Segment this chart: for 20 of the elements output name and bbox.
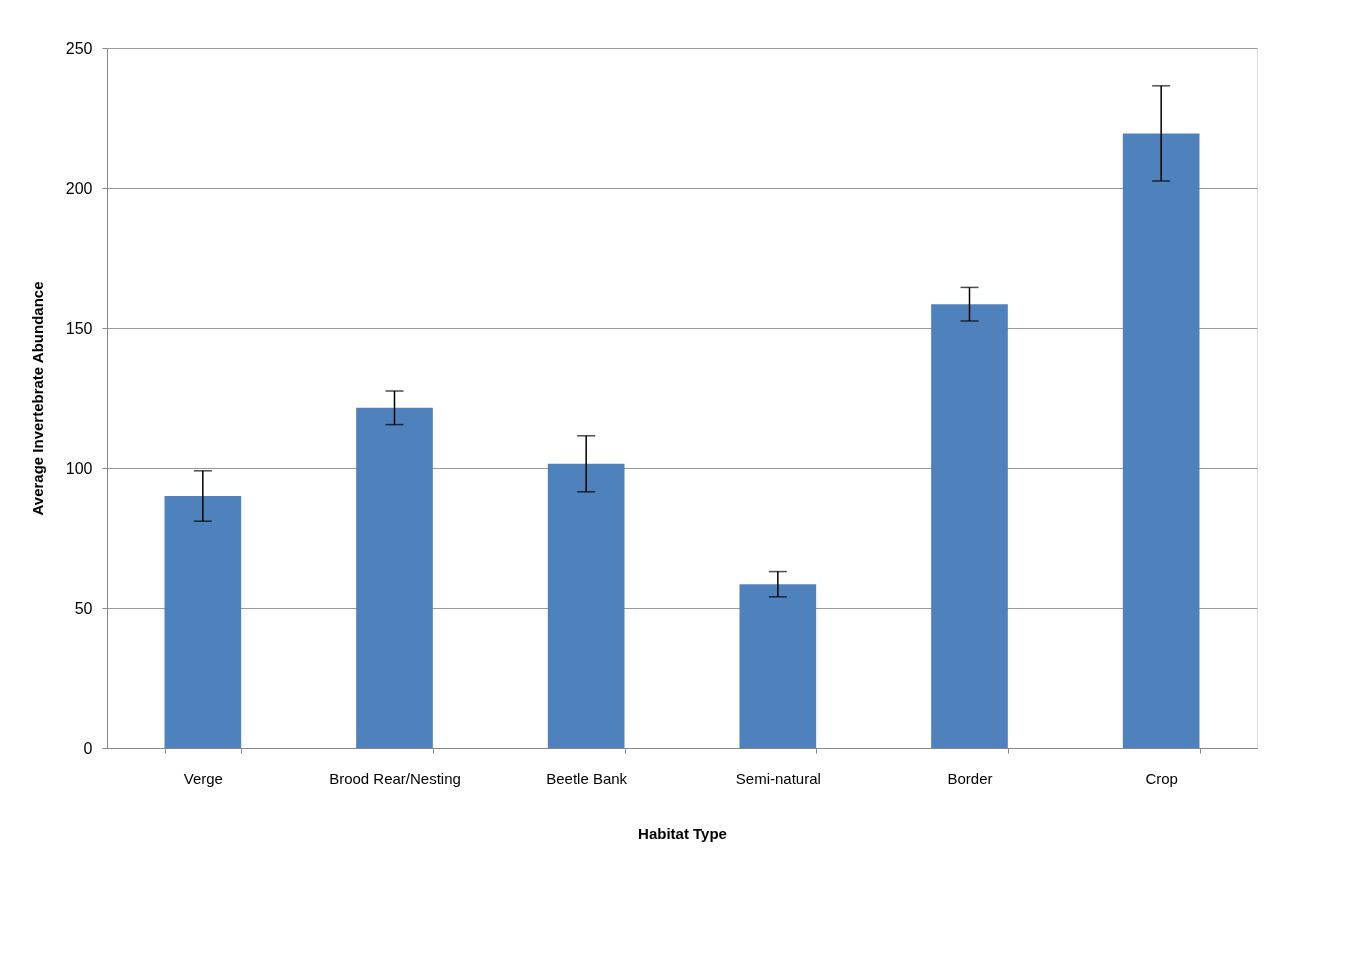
x-axis-title: Habitat Type [638,824,727,842]
y-tick-label: 0 [83,739,93,757]
bar [931,304,1008,748]
x-tick-label: Border [947,769,993,787]
x-tick-label: Verge [183,769,223,787]
bar [1122,133,1200,748]
y-tick-label: 100 [65,459,93,477]
bar [164,496,242,748]
y-tick-label: 200 [65,179,93,197]
y-tick-label: 250 [65,39,93,57]
x-tick-label: Crop [1145,769,1178,787]
bar [356,407,433,748]
y-axis-title: Average Invertebrate Abundance [28,281,46,516]
x-tick-label: Semi-natural [735,769,821,787]
y-tick-label: 150 [65,319,93,337]
bar [547,463,625,748]
x-tick-label: Beetle Bank [546,769,628,787]
bar [739,584,817,748]
y-tick-label: 50 [74,599,93,617]
x-tick-label: Brood Rear/Nesting [329,769,461,787]
